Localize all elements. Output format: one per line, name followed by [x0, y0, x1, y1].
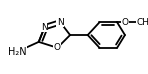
- Text: N: N: [57, 18, 64, 27]
- Text: H₂N: H₂N: [8, 47, 26, 57]
- Text: CH₃: CH₃: [137, 18, 148, 27]
- Text: O: O: [122, 18, 128, 27]
- Text: N: N: [41, 23, 48, 32]
- Text: O: O: [54, 43, 61, 52]
